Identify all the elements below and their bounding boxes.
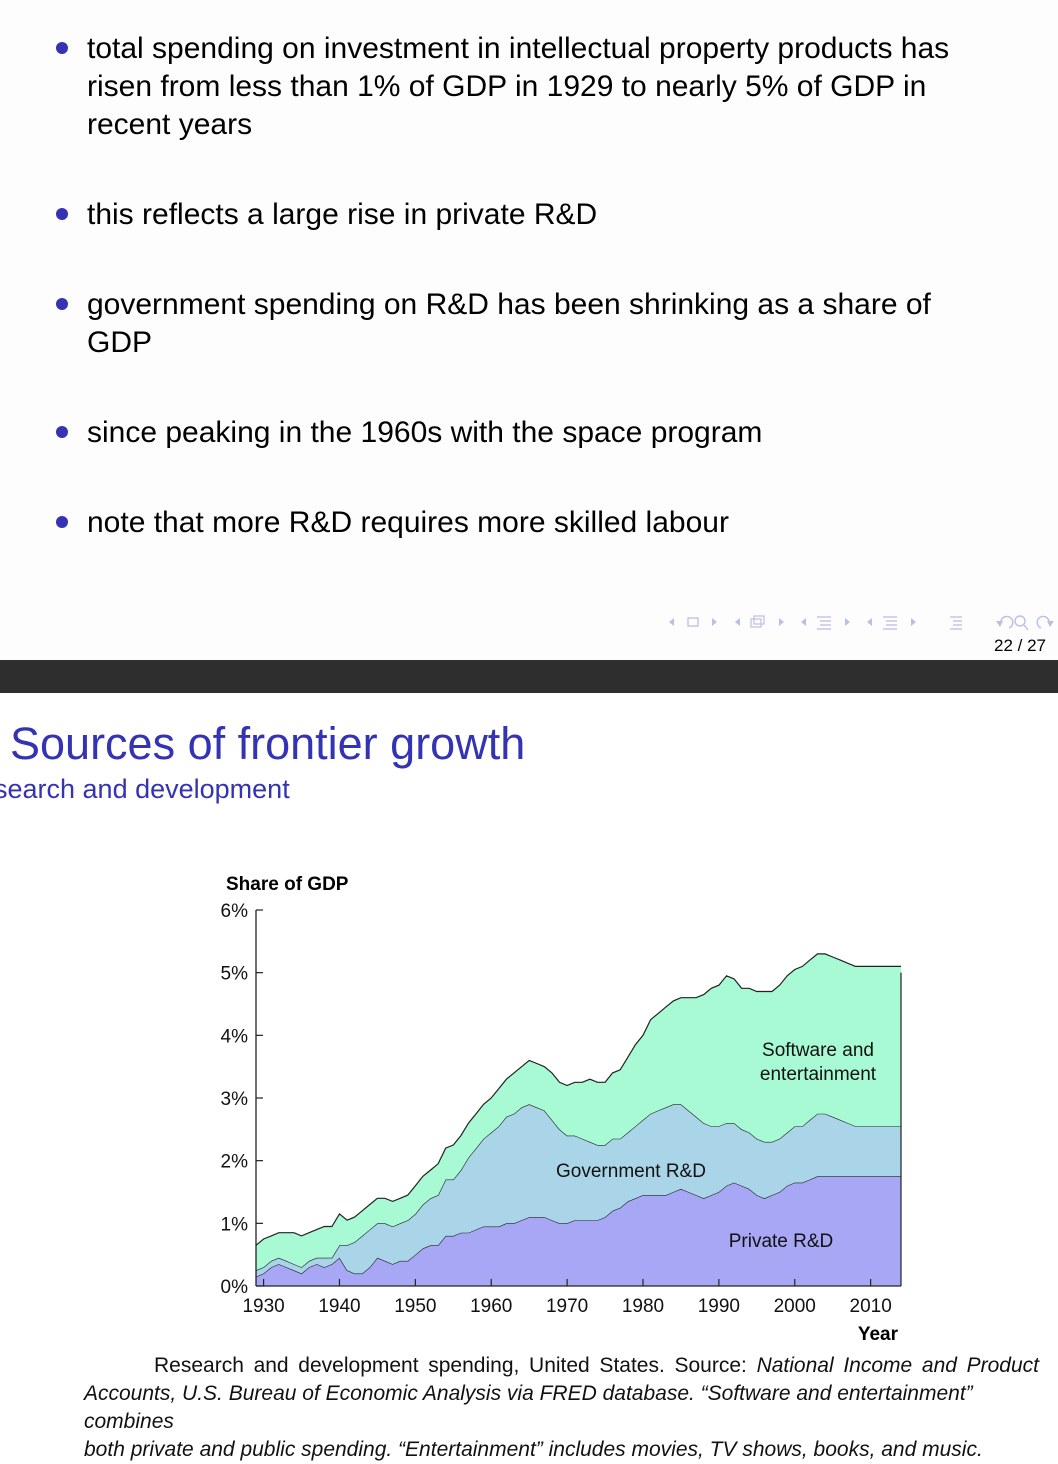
chart-axes: 0% 1% 2% 3% 4% 5% 6% 1930 1940 1950 1960 1970 1980 19…: [221, 901, 902, 1317]
y-axis-label: Share of GDP: [226, 874, 349, 895]
bullet-text: government spending on R&D has been shri…: [87, 288, 931, 359]
caption-line-1: Research and development spending, Unite…: [84, 1352, 1039, 1380]
caption-line-3-text: both private and public spending. “Enter…: [84, 1438, 983, 1461]
y-tick-label: 4%: [221, 1026, 249, 1047]
beamer-navigation-bar: [669, 615, 1054, 631]
chart-container: 0% 1% 2% 3% 4% 5% 6% 1930 1940 1950 1960 1970 1980 19…: [0, 860, 1058, 1350]
y-tick-label: 0%: [221, 1277, 249, 1298]
bullet-text: since peaking in the 1960s with the spac…: [87, 416, 763, 449]
subsection-nav-icon[interactable]: [735, 615, 784, 628]
section-nav-icon[interactable]: [801, 616, 850, 630]
outline-icon[interactable]: [950, 616, 962, 630]
area-private-r-d: [256, 1176, 901, 1286]
rd-spending-chart: 0% 1% 2% 3% 4% 5% 6% 1930 1940 1950 1960 1970 1980 19…: [221, 874, 902, 1345]
x-tick-label: 1960: [470, 1296, 512, 1317]
x-tick-label: 1990: [698, 1296, 740, 1317]
annotation-software-line2: entertainment: [760, 1064, 877, 1085]
bullet-dot-icon: [56, 42, 68, 54]
caption-line-3: both private and public spending. “Enter…: [84, 1436, 1039, 1464]
annotation-software-line1: Software and: [762, 1040, 874, 1061]
page-number: 22 / 27: [994, 636, 1046, 655]
x-tick-label: 1970: [546, 1296, 588, 1317]
undo-icon[interactable]: [996, 615, 1014, 629]
y-tick-label: 1%: [221, 1214, 249, 1235]
area-boundary-line: [255, 953, 901, 1246]
x-axis-label: Year: [858, 1324, 899, 1345]
area-software-and-entertainment: [256, 953, 901, 1271]
bullet-dot-icon: [56, 516, 68, 528]
frame-subtitle: search and development: [0, 774, 290, 804]
figure-caption: Research and development spending, Unite…: [84, 1352, 1039, 1464]
slide-divider: [0, 660, 1058, 693]
annotation-private-rd: Private R&D: [729, 1231, 834, 1252]
x-tick-label: 2010: [850, 1296, 892, 1317]
bullet-dot-icon: [56, 426, 68, 438]
chart-areas: [255, 953, 901, 1286]
frame-nav-icon[interactable]: [669, 617, 717, 627]
bullet-text: total spending on investment in intellec…: [87, 32, 950, 141]
y-tick-label: 2%: [221, 1152, 249, 1173]
x-tick-label: 1930: [242, 1296, 284, 1317]
caption-line-1-italic: National Income and Product: [756, 1354, 1039, 1377]
bullet-text: note that more R&D requires more skilled…: [87, 506, 729, 539]
y-tick-label: 5%: [221, 964, 249, 985]
redo-icon[interactable]: [1036, 615, 1054, 629]
bullet-dot-icon: [56, 298, 68, 310]
y-tick-label: 6%: [221, 901, 249, 922]
frame-title: Sources of frontier growth: [10, 718, 526, 769]
caption-line-2: Accounts, U.S. Bureau of Economic Analys…: [84, 1380, 1039, 1436]
bullet-text: this reflects a large rise in private R&…: [87, 198, 598, 231]
x-tick-label: 1980: [622, 1296, 664, 1317]
area-government-r-d: [256, 1104, 901, 1277]
subsection-list-icon[interactable]: [867, 616, 916, 630]
previous-slide: total spending on investment in intellec…: [0, 0, 1058, 660]
bullet-dot-icon: [56, 208, 68, 220]
annotation-government-rd: Government R&D: [556, 1161, 706, 1182]
caption-line-1-normal: Research and development spending, Unite…: [154, 1354, 757, 1377]
search-icon[interactable]: [1014, 615, 1029, 631]
x-tick-label: 2000: [774, 1296, 816, 1317]
x-tick-label: 1940: [318, 1296, 360, 1317]
caption-line-2-text: Accounts, U.S. Bureau of Economic Analys…: [84, 1382, 973, 1433]
x-tick-label: 1950: [394, 1296, 436, 1317]
y-tick-label: 3%: [221, 1089, 249, 1110]
